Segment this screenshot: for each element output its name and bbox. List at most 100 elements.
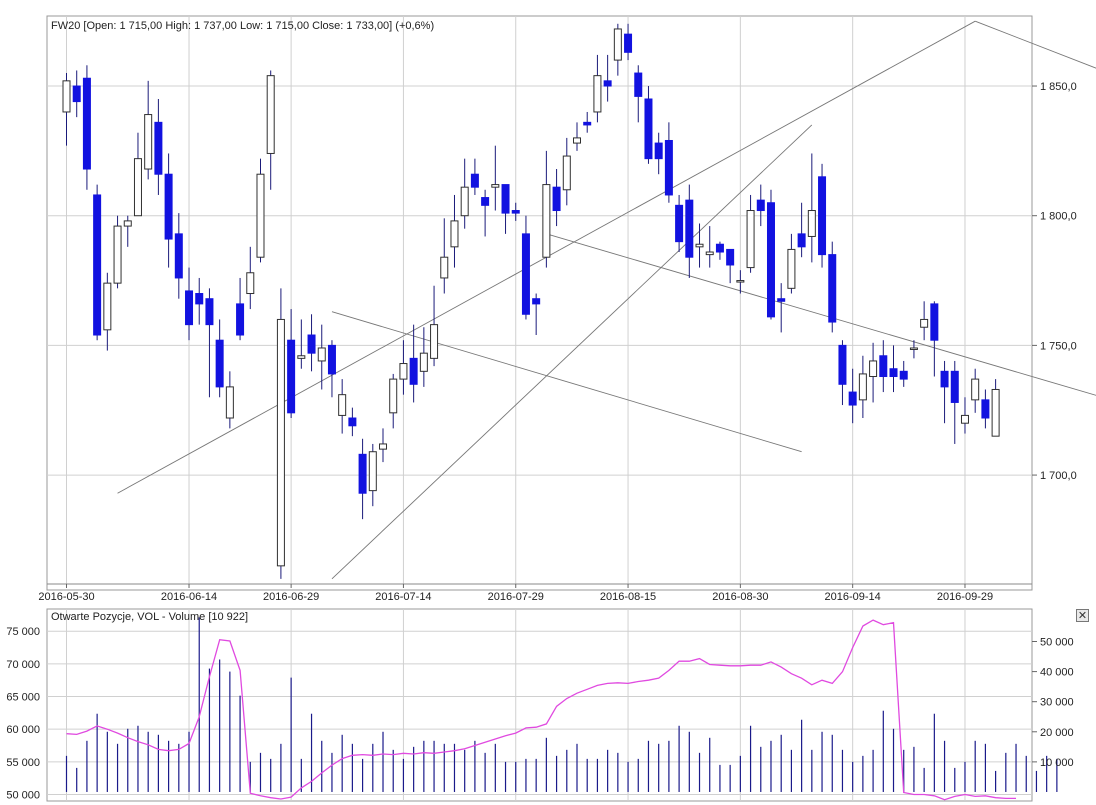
candle-body	[828, 254, 837, 323]
candle-body	[511, 210, 520, 214]
candles	[62, 23, 1000, 579]
candle-body	[174, 233, 183, 279]
open-interest-line	[66, 619, 1016, 801]
price-x-tick-label: 2016-06-14	[161, 591, 217, 603]
candle-body	[144, 114, 153, 170]
candle-body	[695, 243, 704, 248]
candle-body	[971, 378, 980, 401]
volume-right-axis: 10 000 20 000 30 000 40 000 50 000	[1032, 637, 1074, 769]
trendline	[331, 124, 813, 580]
candle-body	[225, 386, 234, 419]
candle-body	[123, 220, 132, 227]
price-x-tick-label: 2016-07-14	[375, 591, 431, 603]
volume-left-tick-label: 55 000	[6, 757, 40, 769]
candle-body	[960, 414, 969, 424]
candle-body	[552, 186, 561, 212]
candle-body	[920, 318, 929, 328]
candle-body	[991, 388, 1000, 437]
candle-body	[603, 80, 612, 87]
close-panel-button[interactable]: ✕	[1076, 609, 1089, 622]
candle-body	[756, 199, 765, 212]
candle-body	[613, 28, 622, 61]
price-x-tick-label: 2016-07-29	[488, 591, 544, 603]
candle-body	[215, 339, 224, 388]
volume-bars	[65, 617, 1058, 792]
candle-body	[838, 344, 847, 385]
price-x-tick-label: 2016-09-29	[937, 591, 993, 603]
candle-body	[889, 368, 898, 378]
close-icon: ✕	[1077, 609, 1088, 622]
candle-body	[644, 98, 653, 160]
candle-body	[205, 298, 214, 326]
candle-body	[542, 184, 551, 258]
candle-body	[256, 173, 265, 258]
volume-left-tick-label: 65 000	[6, 692, 40, 704]
candle-body	[317, 347, 326, 362]
candle-body	[358, 453, 367, 494]
candle-body	[164, 173, 173, 240]
candle-body	[797, 233, 806, 248]
candle-body	[583, 121, 592, 126]
volume-right-tick-label: 30 000	[1040, 697, 1074, 709]
candle-body	[491, 184, 500, 188]
candle-body	[634, 72, 643, 97]
price-x-tick-label: 2016-09-14	[825, 591, 881, 603]
candle-body	[276, 318, 285, 567]
candle-body	[72, 85, 81, 103]
volume-panel: 50 000 55 000 60 000 65 000 70 000 75 000 10 …	[6, 608, 1074, 802]
price-y-tick-label: 1 850,0	[1040, 81, 1077, 93]
volume-left-tick-label: 50 000	[6, 789, 40, 801]
candle-body	[460, 186, 469, 217]
volume-left-tick-label: 60 000	[6, 724, 40, 736]
candle-body	[981, 399, 990, 419]
candle-body	[746, 210, 755, 269]
volume-right-tick-label: 50 000	[1040, 637, 1074, 649]
candle-body	[327, 344, 336, 375]
candle-body	[562, 155, 571, 191]
candle-body	[624, 33, 633, 53]
candle-body	[909, 347, 918, 350]
candle-body	[62, 80, 71, 113]
candle-body	[93, 194, 102, 336]
candle-body	[419, 352, 428, 372]
volume-plot-area	[46, 608, 1033, 802]
candle-body	[409, 357, 418, 385]
candle-body	[154, 121, 163, 175]
candle-body	[807, 210, 816, 237]
candle-body	[338, 394, 347, 416]
candle-body	[440, 256, 449, 279]
candle-body	[705, 251, 714, 256]
candle-body	[532, 298, 541, 305]
candle-body	[185, 290, 194, 326]
candle-body	[368, 451, 377, 492]
candle-body	[879, 355, 888, 378]
candle-body	[236, 303, 245, 336]
candle-body	[715, 243, 724, 253]
candle-body	[573, 137, 581, 144]
candle-body	[869, 360, 878, 378]
candle-body	[389, 378, 398, 414]
price-title: FW20 [Open: 1 715,00 High: 1 737,00 Low:…	[51, 20, 434, 32]
candle-body	[940, 370, 949, 388]
price-x-tick-label: 2016-08-30	[712, 591, 768, 603]
price-x-axis: 2016-05-30 2016-06-14 2016-06-29 2016-07-14…	[38, 584, 993, 603]
price-x-tick-label: 2016-05-30	[38, 591, 94, 603]
candle-body	[899, 370, 908, 380]
volume-left-axis: 50 000 55 000 60 000 65 000 70 000 75 000	[6, 626, 40, 801]
candle-body	[379, 443, 388, 450]
candle-body	[766, 202, 775, 318]
price-y-tick-label: 1 800,0	[1040, 211, 1077, 223]
candle-body	[726, 248, 735, 266]
volume-left-tick-label: 75 000	[6, 626, 40, 638]
trendline	[546, 233, 1096, 396]
volume-left-tick-label: 70 000	[6, 659, 40, 671]
candle-body	[858, 373, 867, 401]
price-x-tick-label: 2016-06-29	[263, 591, 319, 603]
candle-body	[470, 173, 479, 188]
candle-body	[930, 303, 939, 341]
candle-body	[818, 176, 827, 256]
candle-body	[297, 355, 306, 359]
candle-body	[246, 272, 255, 295]
candle-body	[685, 199, 694, 258]
candle-body	[307, 334, 316, 354]
